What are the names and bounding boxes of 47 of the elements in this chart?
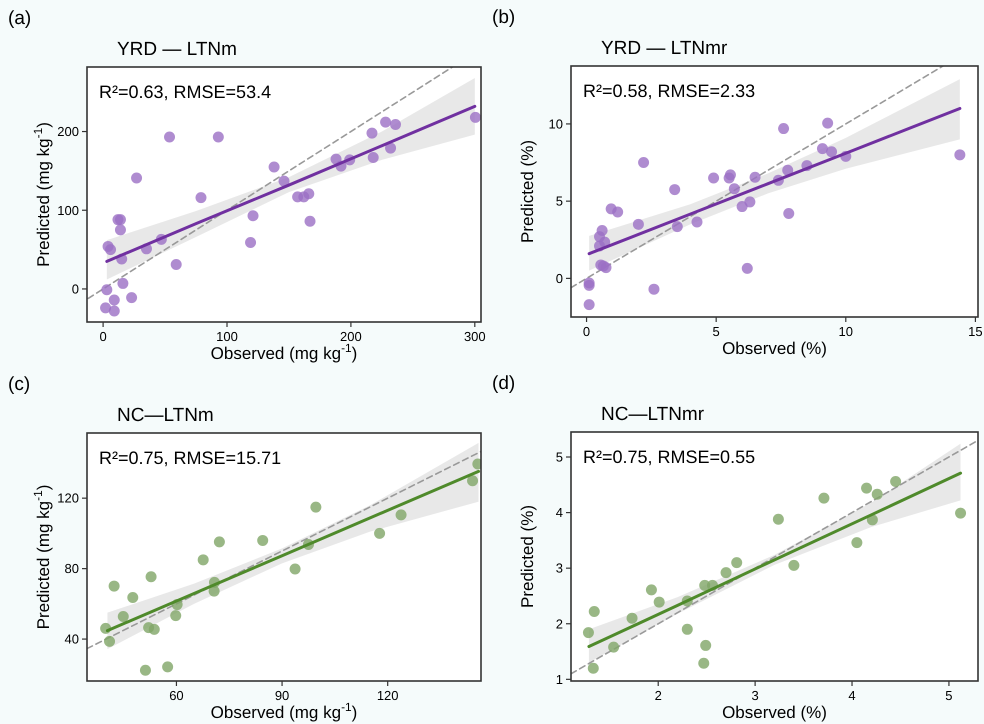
chart-title: NC—LTNmr	[601, 404, 705, 425]
y-tick-label: 3	[556, 560, 563, 576]
y-axis-title: Predicted (%)	[518, 505, 537, 608]
text: (b)	[492, 7, 516, 28]
y-tick-label: 120	[57, 490, 79, 506]
x-tick-label: 200	[340, 329, 362, 344]
y-tick-label: 80	[64, 561, 79, 576]
annotation: R²=0.58, RMSE=2.33	[583, 81, 756, 101]
x-axis-title: Observed (mg kg$^{-1}$)	[210, 700, 358, 722]
y-tick-label: 100	[57, 202, 79, 218]
y-tick-label: 0	[72, 281, 79, 296]
chart-title: YRD — LTNmr	[601, 38, 728, 59]
x-tick-label: 0	[582, 324, 590, 339]
x-tick-label: 5	[712, 324, 720, 339]
chart-title: YRD — LTNm	[117, 39, 237, 60]
y-tick-label: 10	[548, 116, 563, 132]
text: (d)	[492, 373, 516, 394]
x-tick-label: 15	[968, 324, 983, 339]
annotation: R²=0.63, RMSE=53.4	[99, 82, 272, 102]
x-tick-label: 10	[838, 324, 854, 339]
y-tick-label: 1	[556, 672, 563, 687]
x-axis-title: Observed (mg kg$^{-1}$)	[210, 341, 358, 363]
x-tick-label: 300	[464, 329, 486, 344]
x-tick-label: 60	[169, 688, 184, 703]
y-tick-label: 4	[556, 505, 563, 520]
x-tick-label: 5	[945, 688, 953, 703]
annotation: R²=0.75, RMSE=15.71	[99, 448, 282, 468]
chart-title: NC—LTNm	[117, 405, 214, 426]
x-tick-label: 3	[752, 688, 759, 703]
x-axis-title: Observed (%)	[722, 703, 827, 722]
y-tick-label: 5	[556, 450, 563, 465]
y-tick-label: 2	[556, 616, 563, 632]
x-tick-label: 4	[848, 688, 856, 703]
text: (a)	[8, 8, 32, 29]
x-tick-label: 90	[274, 688, 290, 703]
x-tick-label: 0	[99, 329, 107, 344]
annotation: R²=0.75, RMSE=0.55	[583, 447, 756, 467]
y-tick-label: 40	[64, 632, 79, 647]
y-axis-title: Predicted (%)	[518, 140, 537, 243]
x-tick-label: 2	[654, 688, 662, 703]
x-axis-title: Observed (%)	[722, 339, 827, 358]
x-tick-label: 100	[216, 329, 238, 344]
y-tick-label: 0	[556, 270, 563, 286]
y-tick-label: 200	[57, 124, 79, 140]
x-tick-label: 120	[376, 688, 399, 703]
y-tick-label: 5	[556, 194, 563, 209]
text: (c)	[8, 374, 30, 395]
